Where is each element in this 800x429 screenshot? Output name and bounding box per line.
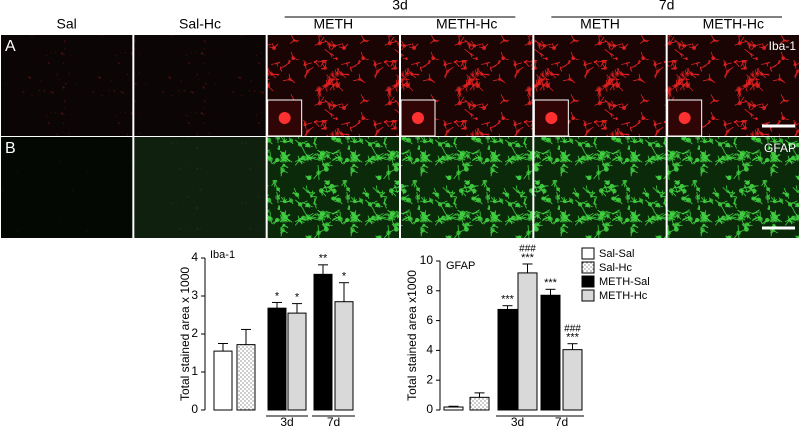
y-tick-label: 6: [426, 313, 433, 327]
legend-swatch: [581, 247, 595, 260]
y-axis-label: Total stained area x1000: [405, 270, 419, 401]
y-tick-label: 8: [426, 283, 433, 297]
group-label: 3d: [392, 0, 408, 13]
significance: ***: [501, 294, 515, 306]
significance: *: [342, 271, 347, 283]
micrograph: [1, 137, 133, 238]
bar: [236, 344, 256, 411]
column-label: METH-Hc: [703, 16, 764, 32]
bar: [213, 350, 233, 411]
bar: [267, 307, 287, 411]
legend-swatch: [581, 261, 595, 274]
chart-title: Iba-1: [210, 249, 235, 261]
significance: ***: [566, 332, 580, 344]
chart-title: GFAP: [446, 260, 475, 272]
stain-label: Iba-1: [769, 39, 797, 53]
significance: ***: [521, 252, 535, 264]
bar: [497, 308, 518, 411]
panel-letter: B: [5, 140, 16, 157]
y-tick-label: 3: [191, 288, 198, 302]
panel-letter: A: [5, 38, 16, 55]
significance: ***: [544, 277, 558, 289]
column-label: METH-Hc: [436, 16, 497, 32]
y-tick-label: 2: [426, 372, 433, 386]
micrograph: [134, 137, 266, 238]
inset-cell: [678, 112, 691, 124]
micrograph: [401, 137, 533, 238]
bar: [334, 301, 354, 411]
bar: [313, 273, 333, 411]
y-tick-label: 4: [191, 250, 198, 264]
legend-label: METH-Hc: [599, 290, 648, 302]
y-tick-label: 0: [191, 402, 198, 416]
y-tick-label: 1: [191, 364, 198, 378]
significance-hc: ###: [519, 244, 536, 255]
column-label: METH: [580, 16, 620, 32]
micrograph: [667, 137, 799, 238]
legend-label: METH-Sal: [599, 276, 650, 288]
bar: [540, 294, 561, 411]
micrograph: [134, 35, 266, 136]
legend-swatch: [581, 289, 595, 302]
column-label: Sal-Hc: [179, 16, 221, 32]
legend-label: Sal-Hc: [599, 262, 633, 274]
micrograph: [267, 137, 399, 238]
micrograph: [1, 35, 133, 136]
y-tick-label: 0: [426, 402, 433, 416]
bar: [287, 312, 307, 411]
significance: *: [275, 290, 280, 302]
significance: *: [295, 292, 300, 304]
column-label: Sal: [57, 16, 77, 32]
bar: [517, 272, 538, 411]
group-label: 3d: [280, 415, 293, 429]
significance: **: [319, 253, 328, 265]
group-label: 7d: [327, 415, 340, 429]
legend-swatch: [581, 275, 595, 288]
legend-label: Sal-Sal: [599, 248, 634, 260]
group-label: 3d: [511, 415, 524, 429]
y-tick-label: 2: [191, 326, 198, 340]
inset-cell: [412, 112, 424, 124]
group-label: 7d: [555, 415, 568, 429]
y-tick-label: 4: [426, 343, 433, 357]
bar: [562, 349, 583, 411]
bar: [469, 396, 490, 411]
group-label: 7d: [659, 0, 675, 13]
inset-cell: [278, 112, 291, 124]
bar: [443, 406, 464, 411]
y-tick-label: 10: [420, 253, 434, 267]
inset-cell: [545, 112, 558, 124]
significance-hc: ###: [564, 323, 581, 334]
micrograph: [534, 137, 666, 238]
stain-label: GFAP: [764, 141, 796, 155]
y-axis-label: Total stained area x 1000: [178, 267, 192, 401]
column-label: METH: [313, 16, 353, 32]
